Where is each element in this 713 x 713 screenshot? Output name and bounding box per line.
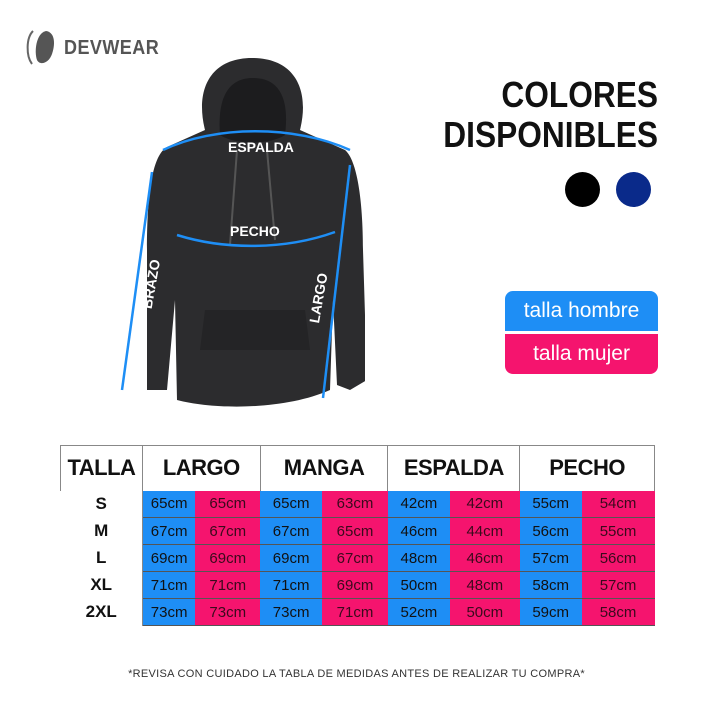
- women-measure-cell: 48cm: [449, 571, 520, 599]
- size-cell: 2XL: [60, 598, 143, 626]
- men-measure-cell: 67cm: [142, 517, 196, 545]
- men-measure-cell: 73cm: [142, 598, 196, 626]
- size-cell: M: [60, 517, 143, 545]
- women-measure-cell: 65cm: [195, 490, 261, 518]
- table-row: 2XL 73cm 73cm 73cm 71cm 52cm 50cm 59cm 58cm: [60, 598, 655, 626]
- color-swatch-black[interactable]: [565, 172, 600, 207]
- women-measure-cell: 56cm: [581, 544, 655, 572]
- pecho-label: PECHO: [230, 223, 280, 239]
- men-measure-cell: 46cm: [387, 517, 450, 545]
- men-measure-cell: 71cm: [260, 571, 323, 599]
- men-measure-cell: 67cm: [260, 517, 323, 545]
- women-measure-cell: 73cm: [195, 598, 261, 626]
- men-measure-cell: 56cm: [519, 517, 582, 545]
- men-measure-cell: 69cm: [142, 544, 196, 572]
- women-measure-cell: 42cm: [449, 490, 520, 518]
- table-row: L 69cm 69cm 69cm 67cm 48cm 46cm 57cm 56cm: [60, 544, 655, 572]
- women-measure-cell: 46cm: [449, 544, 520, 572]
- women-measure-cell: 54cm: [581, 490, 655, 518]
- header-manga: MANGA: [260, 445, 389, 491]
- table-row: M 67cm 67cm 67cm 65cm 46cm 44cm 56cm 55cm: [60, 517, 655, 545]
- men-measure-cell: 71cm: [142, 571, 196, 599]
- men-measure-cell: 58cm: [519, 571, 582, 599]
- women-measure-cell: 71cm: [322, 598, 388, 626]
- size-cell: L: [60, 544, 143, 572]
- color-swatch-navy[interactable]: [616, 172, 651, 207]
- colors-title-line1: COLORES: [501, 74, 658, 115]
- women-measure-cell: 67cm: [322, 544, 388, 572]
- men-measure-cell: 65cm: [142, 490, 196, 518]
- colors-title: COLORES DISPONIBLES: [443, 75, 658, 155]
- women-measure-cell: 44cm: [449, 517, 520, 545]
- hoodie-image: [120, 58, 365, 407]
- men-measure-cell: 48cm: [387, 544, 450, 572]
- header-talla: TALLA: [60, 445, 143, 491]
- men-measure-cell: 57cm: [519, 544, 582, 572]
- table-row: S 65cm 65cm 65cm 63cm 42cm 42cm 55cm 54cm: [60, 490, 655, 518]
- brand-name: DEVWEAR: [64, 36, 160, 59]
- size-table: TALLA LARGO MANGA ESPALDA PECHO S 65cm 65c…: [60, 445, 655, 626]
- women-measure-cell: 69cm: [322, 571, 388, 599]
- men-measure-cell: 65cm: [260, 490, 323, 518]
- men-measure-cell: 69cm: [260, 544, 323, 572]
- colors-title-line2: DISPONIBLES: [443, 114, 658, 155]
- men-measure-cell: 59cm: [519, 598, 582, 626]
- women-measure-cell: 58cm: [581, 598, 655, 626]
- men-measure-cell: 52cm: [387, 598, 450, 626]
- men-measure-cell: 73cm: [260, 598, 323, 626]
- header-espalda: ESPALDA: [387, 445, 521, 491]
- women-measure-cell: 71cm: [195, 571, 261, 599]
- women-measure-cell: 65cm: [322, 517, 388, 545]
- women-measure-cell: 50cm: [449, 598, 520, 626]
- women-measure-cell: 63cm: [322, 490, 388, 518]
- legend-women: talla mujer: [505, 334, 658, 374]
- legend-men: talla hombre: [505, 291, 658, 331]
- brand-logo: DEVWEAR: [24, 28, 170, 68]
- women-measure-cell: 69cm: [195, 544, 261, 572]
- header-pecho: PECHO: [519, 445, 655, 491]
- table-row: XL 71cm 71cm 71cm 69cm 50cm 48cm 58cm 57cm: [60, 571, 655, 599]
- header-largo: LARGO: [142, 445, 261, 491]
- men-measure-cell: 55cm: [519, 490, 582, 518]
- men-measure-cell: 50cm: [387, 571, 450, 599]
- women-measure-cell: 67cm: [195, 517, 261, 545]
- men-measure-cell: 42cm: [387, 490, 450, 518]
- size-cell: S: [60, 490, 143, 518]
- brand-logo-icon: [26, 30, 54, 65]
- size-cell: XL: [60, 571, 143, 599]
- women-measure-cell: 57cm: [581, 571, 655, 599]
- espalda-label: ESPALDA: [228, 139, 294, 155]
- women-measure-cell: 55cm: [581, 517, 655, 545]
- disclaimer-note: *REVISA CON CUIDADO LA TABLA DE MEDIDAS …: [128, 668, 585, 680]
